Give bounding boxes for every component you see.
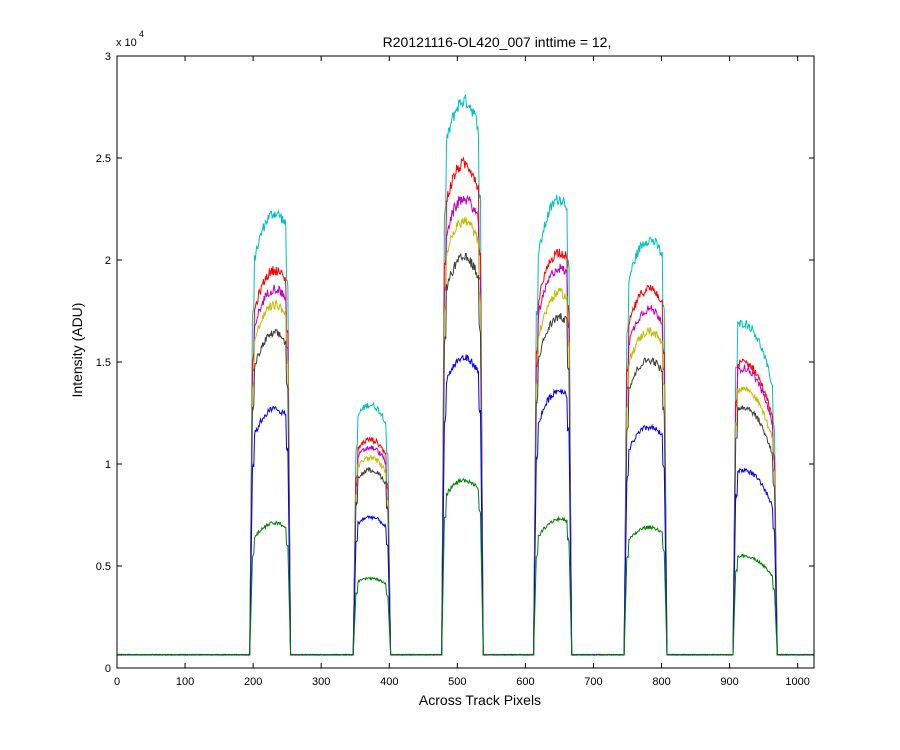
series-line [116, 354, 815, 656]
series-line [116, 477, 815, 656]
series-line [116, 156, 815, 656]
y-tick-label: 0 [105, 663, 111, 675]
series-line [116, 94, 815, 656]
y-tick-label: 3 [105, 51, 111, 63]
y-exponent-base: x 10 [116, 37, 137, 49]
y-tick-label: 2 [105, 255, 111, 267]
x-tick-label: 800 [652, 676, 670, 688]
x-tick-label: 0 [114, 676, 120, 688]
x-tick-label: 900 [720, 676, 738, 688]
series-line [116, 252, 815, 656]
x-tick-label: 100 [176, 676, 194, 688]
chart-title: R20121116-OL420_007 inttime = 12, [383, 34, 612, 50]
series-line [116, 217, 815, 656]
y-tick-label: 0.5 [96, 561, 111, 573]
y-exponent-power: 4 [139, 29, 144, 39]
x-tick-label: 200 [244, 676, 262, 688]
x-tick-label: 500 [448, 676, 466, 688]
y-axis-label: Intensity (ADU) [69, 303, 85, 398]
series-layer [116, 94, 815, 656]
plot-area-frame [116, 55, 815, 669]
x-tick-label: 1000 [785, 676, 809, 688]
x-tick-label: 400 [380, 676, 398, 688]
series-line [116, 194, 815, 656]
y-tick-label: 1.5 [96, 357, 111, 369]
x-axis-label: Across Track Pixels [419, 692, 541, 708]
x-tick-label: 300 [312, 676, 330, 688]
x-ticks: 0 100 200 300 400 500 600 700 800 900 1000 [114, 56, 810, 688]
x-tick-label: 600 [516, 676, 534, 688]
y-tick-label: 2.5 [96, 153, 111, 165]
y-tick-label: 1 [105, 459, 111, 471]
y-ticks: 0 0.5 1 1.5 2 2.5 3 [96, 51, 814, 675]
x-tick-label: 700 [584, 676, 602, 688]
